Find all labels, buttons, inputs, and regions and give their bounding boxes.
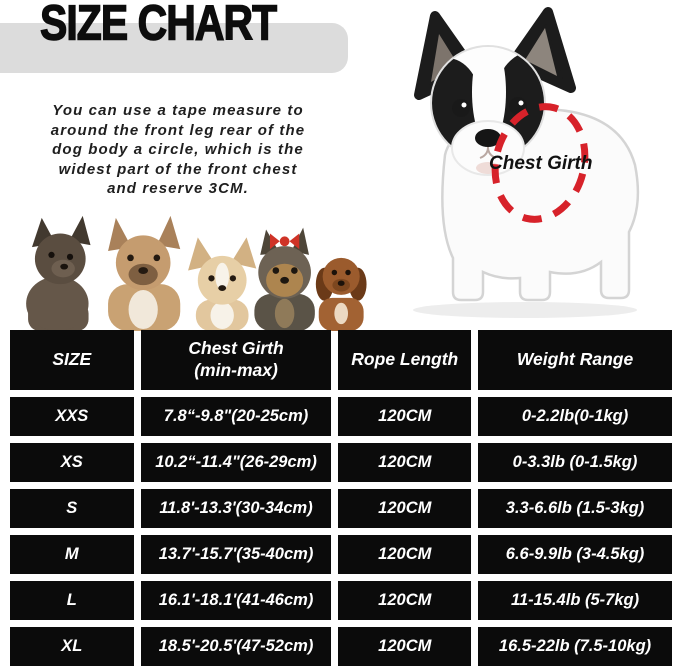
chest-cell-xs: 10.2“-11.4"(26-29cm) [140,443,332,482]
title-bar [0,23,348,73]
rope-cell-l: 120CM [338,581,472,620]
dog-yorkie [254,227,315,331]
yorkie-bow [269,233,280,250]
chest-cell-xxs: 7.8“-9.8"(20-25cm) [140,397,332,436]
size-cell-xs: XS [10,443,134,482]
intro-line: and reserve 3CM. [107,180,249,197]
col-header-chest-line1: Chest Girth [188,338,284,359]
weight-cell-xl: 16.5-22lb (7.5-10kg) [478,627,672,666]
size-cell-s: S [10,489,134,528]
weight-cell-xxs: 0-2.2lb(0-1kg) [478,397,672,436]
chest-girth-label: Chest Girth [489,153,593,174]
col-header-weight-range: Weight Range [478,330,672,390]
weight-cell-m: 6.6-9.9lb (3-4.5kg) [478,535,672,574]
chest-girth-ellipse [491,103,589,223]
size-table: SIZE Chest Girth (min-max) Rope Length W… [10,330,672,666]
intro-line: widest part of the front chest [58,160,298,178]
intro-line: dog body a circle, which is the [52,141,304,158]
page-title: SIZE CHART [39,0,277,52]
chest-cell-s: 11.8'-13.3'(30-34cm) [140,489,332,528]
weight-cell-xs: 0-3.3lb (0-1.5kg) [478,443,672,482]
puppy-photo [385,0,675,330]
dog-terrier [26,215,91,331]
col-header-chest-line2: (min-max) [194,360,278,380]
rope-cell-xxs: 120CM [338,397,472,436]
small-dogs-illustration [26,215,367,331]
size-cell-xxs: XXS [10,397,134,436]
french-bulldog-puppy-illustration [413,7,640,318]
size-cell-xl: XL [10,627,134,666]
rope-cell-s: 120CM [338,489,472,528]
rope-cell-xs: 120CM [338,443,472,482]
chest-cell-l: 16.1'-18.1'(41-46cm) [140,581,332,620]
dog-chihuahua [188,237,257,331]
rope-cell-m: 120CM [338,535,472,574]
chest-cell-xl: 18.5'-20.5'(47-52cm) [140,627,332,666]
weight-cell-s: 3.3-6.6lb (1.5-3kg) [478,489,672,528]
dog-french-bulldog [108,215,181,331]
chest-cell-m: 13.7'-15.7'(35-40cm) [140,535,332,574]
intro-text: You can use a tape measure to around the… [16,101,340,199]
rope-cell-xl: 120CM [338,627,472,666]
col-header-chest-girth: Chest Girth (min-max) [140,330,332,390]
size-cell-m: M [10,535,134,574]
dog-dachshund [315,257,367,331]
dogs-row-illustration [10,212,370,331]
col-header-size: SIZE [10,330,134,390]
weight-cell-l: 11-15.4lb (5-7kg) [478,581,672,620]
intro-line: You can use a tape measure to [52,102,304,119]
size-cell-l: L [10,581,134,620]
col-header-rope-length: Rope Length [338,330,472,390]
intro-line: around the front leg rear of the [50,121,306,139]
